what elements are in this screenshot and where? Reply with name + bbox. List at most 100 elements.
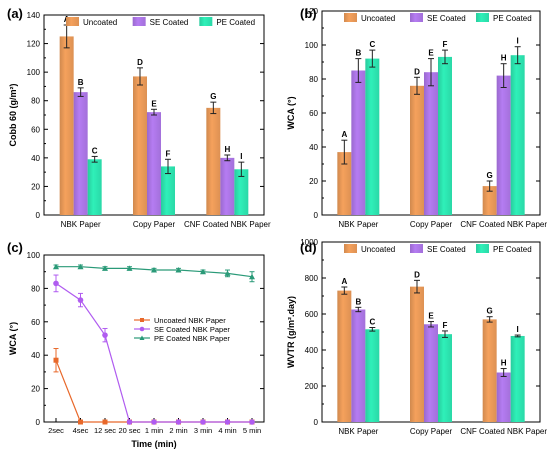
- legend-swatch: [199, 17, 213, 26]
- y-tick-label: 100: [27, 68, 41, 77]
- y-tick-label: 40: [31, 351, 40, 360]
- y-axis-label: WVTR (g/m².day): [286, 296, 296, 368]
- significance-letter: D: [137, 58, 143, 67]
- legend-swatch: [410, 13, 423, 22]
- y-tick-label: 100: [27, 251, 41, 260]
- significance-letter: D: [414, 270, 420, 279]
- x-tick-label: NBK Paper: [338, 427, 378, 436]
- data-point: [53, 263, 59, 270]
- legend-swatch: [410, 244, 423, 253]
- bar-chart-panel-d: 0 200 400 600 800 1000 WVTR (g/m².day) (d) NBK P…: [286, 238, 547, 436]
- legend-label: Uncoated: [83, 18, 117, 27]
- y-tick-label: 120: [305, 7, 319, 16]
- legend-marker: [139, 335, 145, 340]
- significance-letter: C: [369, 40, 375, 49]
- significance-letter: I: [240, 152, 242, 161]
- x-axis-label: Time (min): [131, 439, 176, 449]
- bar-chart-panel-b: 0 20 40 60 80 100 120 WCA (°) (b) NBK Paper A BC Cop…: [286, 6, 547, 229]
- y-tick-label: 100: [305, 41, 319, 50]
- legend-swatch: [66, 17, 79, 26]
- y-axis-label: Cobb 60 (g/m²): [8, 84, 18, 147]
- data-point: [200, 419, 206, 425]
- y-tick-label: 40: [31, 154, 40, 163]
- bar: [206, 107, 221, 215]
- legend-label: SE Coated: [427, 245, 466, 254]
- significance-letter: D: [414, 67, 420, 76]
- significance-letter: F: [443, 40, 448, 49]
- significance-letter: H: [501, 359, 507, 368]
- y-tick-label: 0: [314, 418, 319, 427]
- legend-label: PE Coated: [493, 245, 532, 254]
- bar: [510, 55, 525, 216]
- panel-label: (b): [300, 6, 317, 21]
- significance-letter: A: [341, 130, 347, 139]
- bar: [161, 166, 175, 215]
- significance-letter: G: [210, 92, 216, 101]
- legend-label: SE Coated: [150, 18, 189, 27]
- y-tick-label: 800: [305, 274, 319, 283]
- data-point: [53, 357, 59, 363]
- legend-label: PE Coated: [216, 18, 255, 27]
- legend-label: Uncoated: [361, 245, 395, 254]
- legend-swatch: [132, 17, 146, 26]
- bar: [220, 157, 235, 215]
- y-tick-label: 20: [309, 177, 318, 186]
- data-point: [224, 419, 231, 425]
- significance-letter: B: [78, 78, 84, 87]
- panel-label: (d): [300, 240, 317, 255]
- significance-letter: H: [224, 145, 230, 154]
- significance-letter: I: [517, 37, 519, 46]
- x-tick-label: 12 sec: [94, 426, 116, 435]
- legend-marker: [140, 318, 144, 322]
- y-tick-label: 1000: [300, 238, 318, 247]
- y-tick-label: 0: [314, 211, 319, 220]
- legend-label: PE Coated: [493, 14, 532, 23]
- bar: [482, 319, 497, 422]
- x-tick-label: 1 min: [145, 426, 163, 435]
- significance-letter: A: [341, 277, 347, 286]
- data-point: [102, 419, 108, 425]
- series-line: [55, 359, 252, 423]
- data-point: [249, 419, 255, 425]
- x-tick-label: 3 min: [194, 426, 212, 435]
- y-tick-label: 20: [31, 182, 40, 191]
- significance-letter: C: [92, 146, 98, 155]
- x-tick-label: 4 min: [218, 426, 236, 435]
- y-axis-label: WCA (°): [8, 322, 18, 355]
- bar: [410, 85, 424, 215]
- legend-label: PE Coated NBK Paper: [154, 334, 230, 343]
- bar: [87, 159, 102, 215]
- bar: [410, 286, 424, 422]
- significance-letter: I: [517, 325, 519, 334]
- panel-label: (c): [7, 240, 23, 255]
- y-tick-label: 20: [31, 385, 40, 394]
- significance-letter: B: [355, 297, 361, 306]
- data-point: [126, 265, 133, 271]
- significance-letter: E: [428, 49, 434, 58]
- significance-letter: G: [487, 171, 493, 180]
- data-point: [102, 332, 108, 338]
- legend-label: SE Coated: [427, 14, 466, 23]
- bar: [482, 186, 497, 215]
- legend-swatch: [344, 13, 357, 22]
- y-tick-label: 400: [305, 346, 319, 355]
- significance-letter: F: [166, 149, 171, 158]
- data-point: [77, 297, 84, 303]
- data-point: [77, 263, 84, 270]
- x-tick-label: 4sec: [73, 426, 89, 435]
- x-tick-label: Copy Paper: [410, 427, 453, 436]
- y-tick-label: 80: [31, 284, 40, 293]
- bar: [424, 72, 438, 215]
- data-point: [126, 419, 133, 425]
- significance-letter: E: [151, 99, 157, 108]
- y-tick-label: 40: [309, 143, 318, 152]
- x-tick-label: 2sec: [48, 426, 64, 435]
- series-line: [55, 282, 252, 423]
- bar: [351, 70, 366, 215]
- significance-letter: G: [487, 307, 493, 316]
- y-tick-label: 80: [31, 97, 40, 106]
- bar: [424, 324, 438, 422]
- bar: [337, 152, 352, 215]
- data-point: [102, 265, 108, 271]
